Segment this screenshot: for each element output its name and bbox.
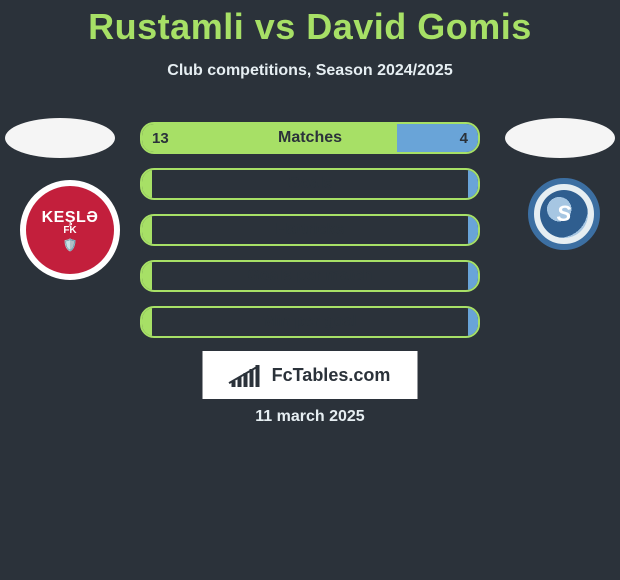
stat-label: Matches — [142, 124, 478, 152]
stat-value-right: 0 — [460, 216, 468, 244]
player-left-placeholder — [5, 118, 115, 158]
stats-panel: Matches134Goals00Hattricks00Goals per ma… — [140, 122, 480, 352]
club-right-swirl: S — [540, 190, 588, 238]
stat-value-left: 0 — [152, 216, 160, 244]
stat-row: Matches13 4 — [140, 122, 480, 154]
stat-row: Hattricks0 0 — [140, 214, 480, 246]
stat-label: Min per goal — [142, 308, 478, 336]
stat-value-right: 4 — [460, 124, 468, 152]
stat-row: Goals per match — [140, 260, 480, 292]
stat-label: Hattricks — [142, 216, 478, 244]
page-title: Rustamli vs David Gomis — [0, 0, 620, 48]
stat-label: Goals per match — [142, 262, 478, 290]
logo-text: FcTables.com — [272, 365, 391, 386]
logo-bars-icon — [230, 363, 266, 387]
club-badge-right: S — [528, 178, 600, 250]
date-text: 11 march 2025 — [0, 408, 620, 426]
club-badge-left: KEŞLƏ FK 🛡️ — [20, 180, 120, 280]
club-left-label: KEŞLƏ — [42, 209, 99, 227]
stat-value-right: 0 — [460, 170, 468, 198]
subtitle: Club competitions, Season 2024/2025 — [0, 62, 620, 80]
stat-value-left: 13 — [152, 124, 169, 152]
club-right-letter: S — [557, 201, 572, 227]
fctables-logo: FcTables.com — [203, 351, 418, 399]
player-right-placeholder — [505, 118, 615, 158]
stat-label: Goals — [142, 170, 478, 198]
stat-value-left: 0 — [152, 170, 160, 198]
stat-row: Goals0 0 — [140, 168, 480, 200]
stat-row: Min per goal — [140, 306, 480, 338]
